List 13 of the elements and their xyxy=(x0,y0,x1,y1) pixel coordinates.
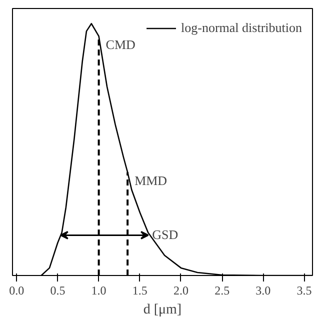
x-tick-label: 3.0 xyxy=(256,284,271,298)
ref-line-label: MMD xyxy=(134,173,168,188)
x-tick-label: 0.5 xyxy=(50,284,66,298)
x-axis-title: d [μm] xyxy=(143,302,182,318)
x-tick-label: 1.5 xyxy=(132,284,148,298)
x-tick-label: 3.5 xyxy=(296,284,312,298)
ref-line-label: CMD xyxy=(106,37,136,52)
legend-label: log-normal distribution xyxy=(181,20,302,36)
x-tick-label: 1.0 xyxy=(91,284,106,298)
x-tick-label: 2.0 xyxy=(173,284,188,298)
annotation: GSD xyxy=(152,227,178,242)
x-tick-label: 0.0 xyxy=(9,284,24,298)
x-tick-label: 2.5 xyxy=(214,284,230,298)
